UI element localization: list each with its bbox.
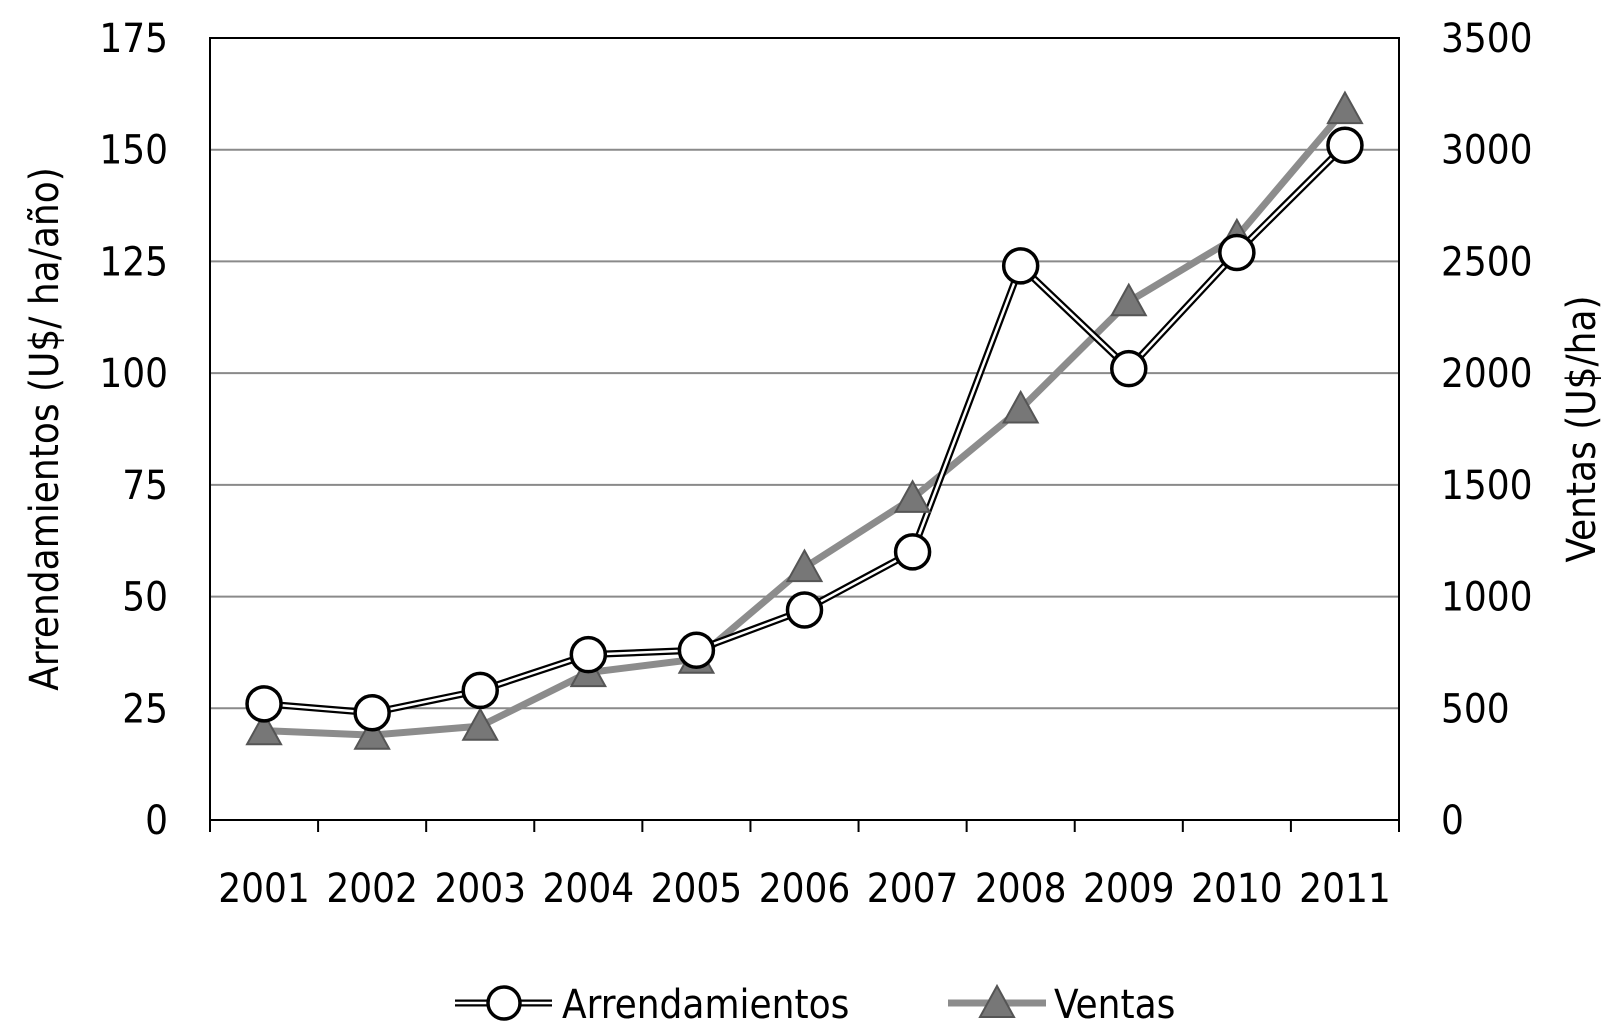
x-tick-label: 2002	[326, 866, 418, 912]
series-layer	[245, 90, 1364, 750]
y-left-tick-label: 175	[99, 16, 168, 62]
y-left-tick-label: 0	[145, 798, 168, 844]
data-point-ventas	[785, 548, 824, 583]
data-point-ventas	[893, 479, 932, 513]
data-point-arrendamientos	[1218, 233, 1256, 272]
x-tick-label: 2004	[543, 866, 635, 912]
x-tick-label: 2011	[1299, 866, 1391, 912]
legend-marker-arrendamientos	[486, 985, 522, 1021]
data-point-ventas	[461, 707, 499, 741]
x-tick-label: 2003	[434, 866, 526, 912]
y-right-tick-label: 500	[1441, 686, 1510, 732]
legend-marker-ventas	[978, 983, 1016, 1018]
y-axis-right: 0 500 1000 1500 2000 2500 3000 3500	[1441, 16, 1533, 844]
y-right-tick-label: 3000	[1441, 128, 1533, 174]
legend-label-ventas: Ventas	[1054, 982, 1175, 1027]
y-axis-left-title: Arrendamientos (U$/ ha/año)	[22, 167, 68, 691]
x-axis: 2001 2002 2003 2004 2005 2006 2007 2008 2009 2010…	[209, 820, 1400, 912]
y-left-tick-label: 150	[99, 128, 168, 174]
series-line-ventas	[263, 107, 1348, 739]
plot-area	[209, 37, 1400, 821]
y-left-tick-label: 125	[99, 239, 168, 285]
x-tick-label: 2005	[651, 866, 743, 912]
y-right-tick-label: 3500	[1441, 16, 1533, 62]
y-right-tick-label: 2000	[1441, 351, 1533, 397]
x-tick-label: 2007	[867, 866, 959, 912]
x-tick-label: 2006	[759, 866, 851, 912]
data-point-arrendamientos	[677, 631, 716, 669]
data-point-arrendamientos	[893, 533, 932, 571]
data-point-arrendamientos	[353, 694, 391, 732]
y-right-tick-label: 2500	[1441, 239, 1533, 285]
y-right-tick-label: 0	[1441, 798, 1464, 844]
x-tick-label: 2010	[1191, 866, 1283, 912]
y-axis-right-title: Ventas (U$/ha)	[1559, 295, 1605, 562]
data-point-arrendamientos	[1001, 247, 1040, 285]
y-left-tick-label: 50	[122, 575, 168, 621]
y-left-tick-label: 25	[122, 686, 168, 732]
data-point-ventas	[245, 711, 283, 746]
data-point-ventas	[353, 716, 391, 750]
grid-layer	[210, 37, 1399, 821]
x-tick-label: 2001	[218, 866, 310, 912]
y-axis-left: 0 25 50 75 100 125 150 175	[99, 16, 168, 844]
data-point-arrendamientos	[785, 591, 824, 629]
data-point-ventas	[1110, 282, 1148, 317]
x-tick-label: 2008	[975, 866, 1067, 912]
legend-label-arrendamientos: Arrendamientos	[562, 982, 849, 1027]
data-point-arrendamientos	[245, 685, 283, 723]
y-left-tick-label: 100	[99, 351, 168, 397]
data-point-arrendamientos	[1326, 126, 1364, 164]
legend: Arrendamientos Ventas	[455, 982, 1175, 1027]
y-right-tick-label: 1500	[1441, 463, 1533, 509]
data-point-arrendamientos	[461, 671, 499, 710]
x-tick-label: 2009	[1083, 866, 1175, 912]
y-left-tick-label: 75	[122, 463, 168, 509]
y-right-tick-label: 1000	[1441, 575, 1533, 621]
data-point-arrendamientos	[569, 635, 608, 674]
data-point-ventas	[1001, 389, 1040, 424]
data-point-ventas	[1326, 90, 1364, 125]
data-point-arrendamientos	[1110, 349, 1148, 388]
